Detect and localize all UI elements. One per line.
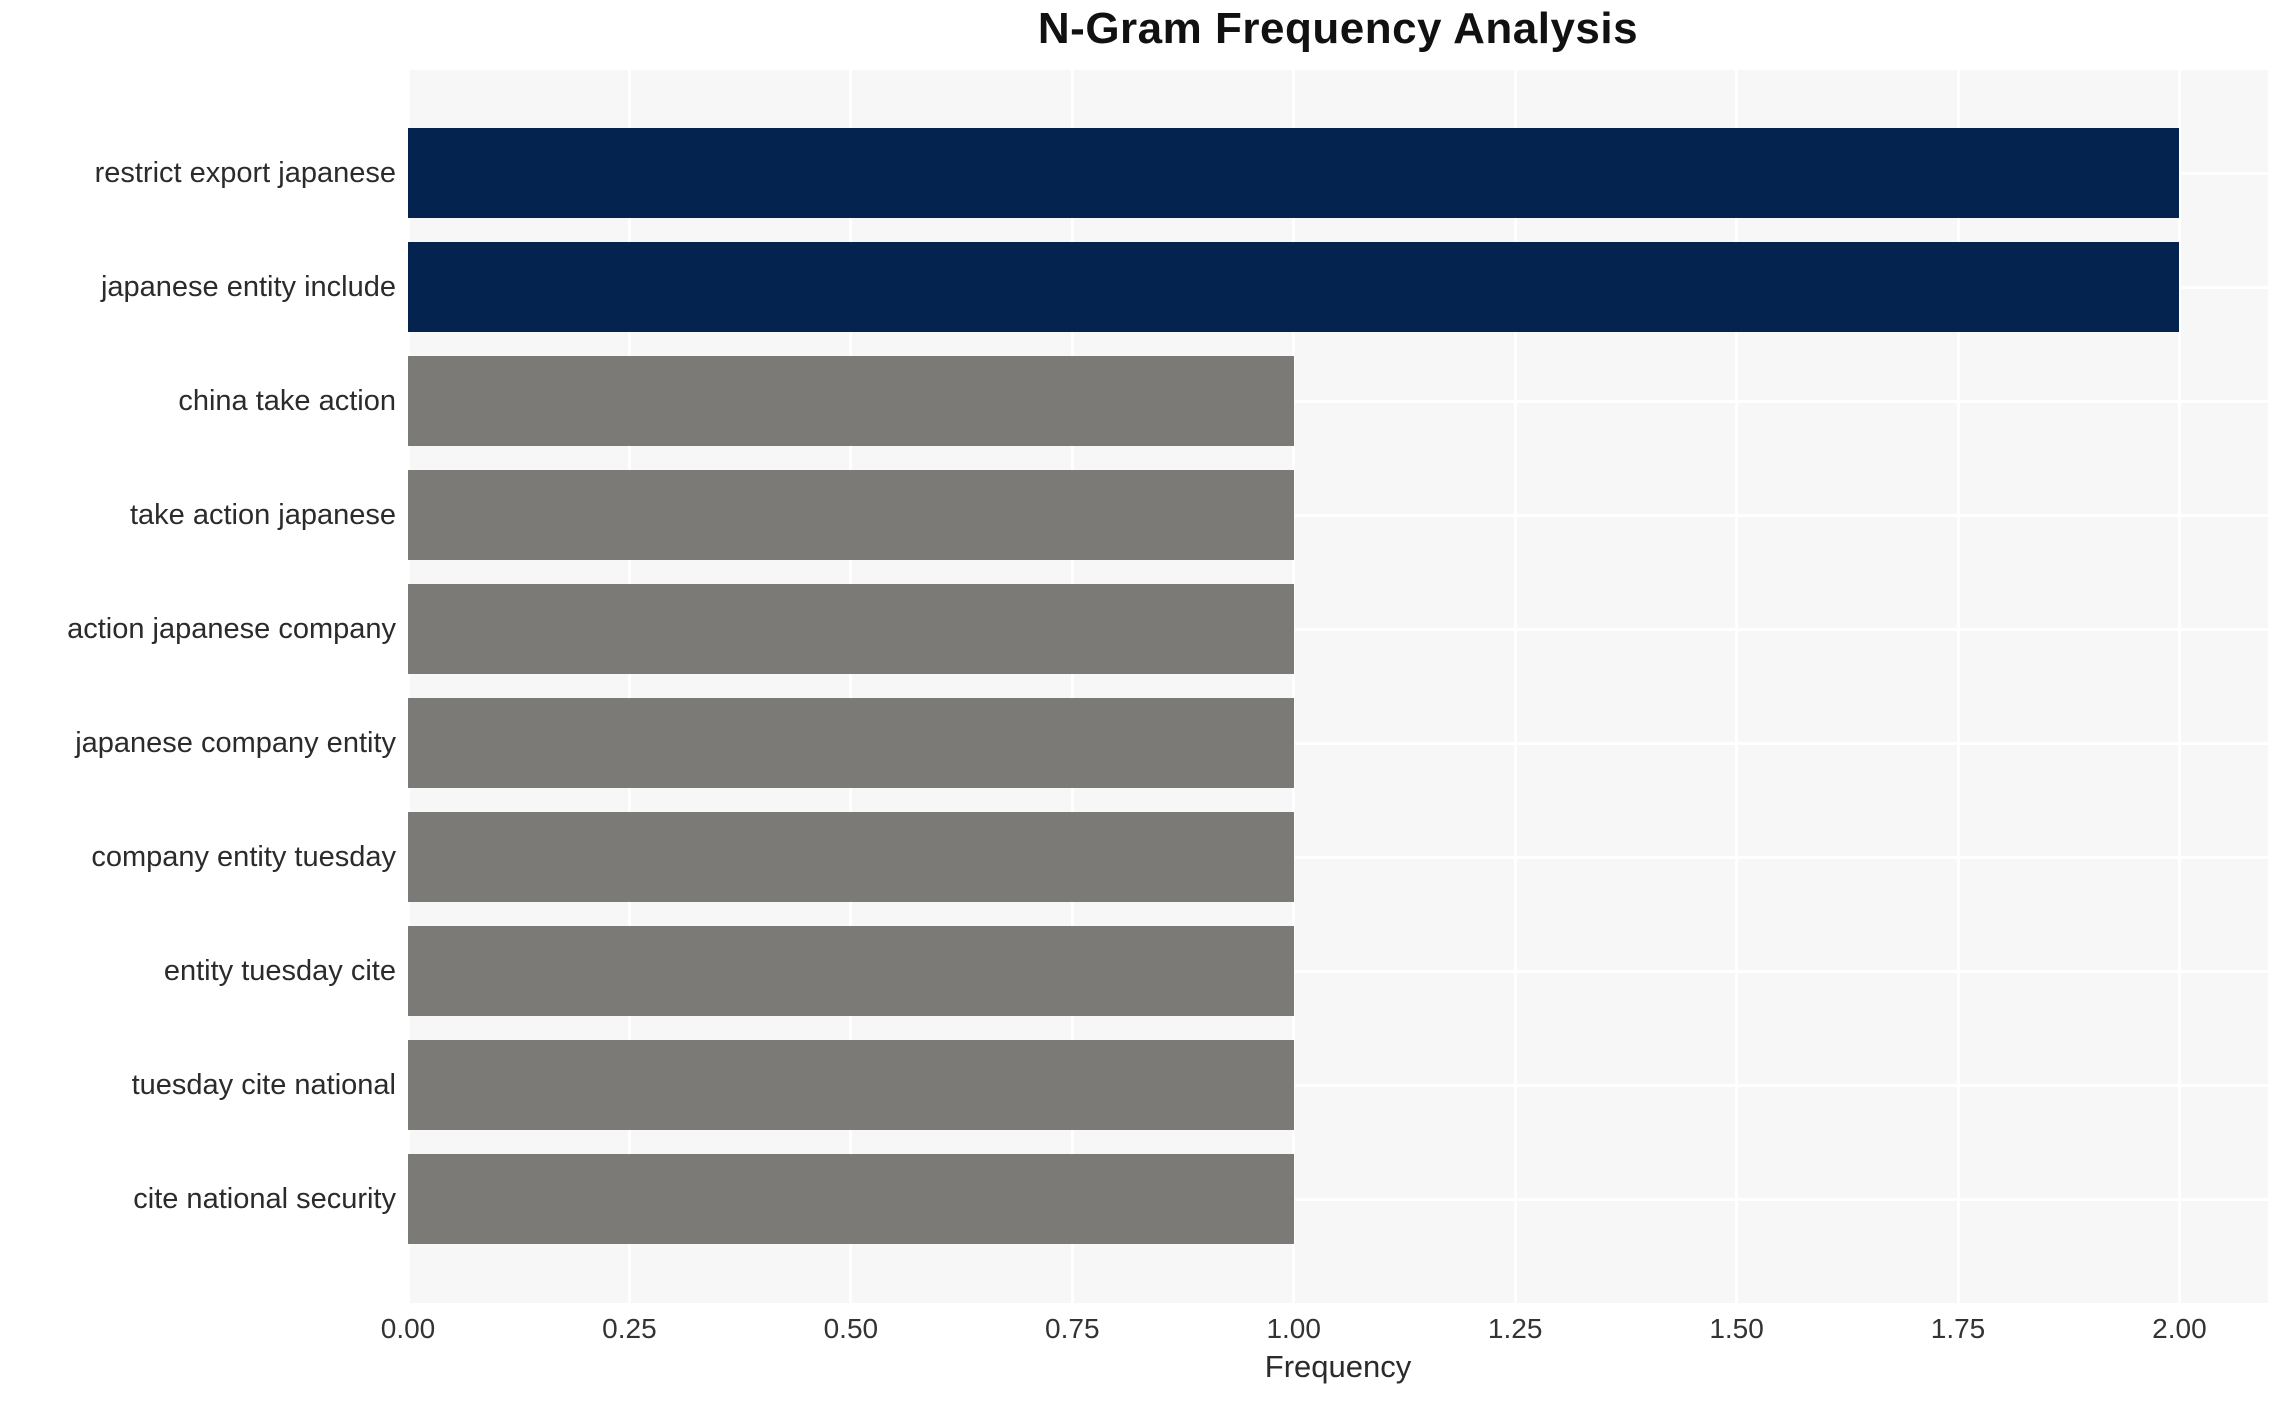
y-gridline <box>408 1083 2268 1087</box>
y-gridline <box>408 1197 2268 1201</box>
y-gridline <box>408 741 2268 745</box>
bar <box>408 584 1294 674</box>
y-axis-label: cite national security <box>133 1183 396 1215</box>
y-gridline <box>408 969 2268 973</box>
x-tick-label: 2.00 <box>2152 1313 2207 1344</box>
y-axis-label: action japanese company <box>67 613 396 645</box>
y-axis-label: japanese entity include <box>100 271 396 303</box>
y-gridline <box>408 855 2268 859</box>
bar <box>408 470 1294 560</box>
x-gridline <box>627 70 631 1303</box>
x-tick-label: 0.50 <box>823 1313 879 1344</box>
x-axis-title: Frequency <box>1264 1349 1412 1384</box>
bar <box>408 698 1294 788</box>
bar <box>408 128 2180 218</box>
y-gridline <box>408 627 2268 631</box>
x-tick-label: 1.00 <box>1266 1313 1321 1344</box>
x-tick-label: 1.25 <box>1487 1313 1543 1344</box>
x-gridline <box>406 70 410 1303</box>
y-axis-label: entity tuesday cite <box>163 955 396 987</box>
x-gridline <box>849 70 853 1303</box>
x-gridline <box>1070 70 1074 1303</box>
x-gridline <box>1292 70 1296 1303</box>
y-axis-label: restrict export japanese <box>94 157 396 189</box>
x-tick-label: 0.00 <box>380 1313 436 1344</box>
x-gridline <box>1513 70 1517 1303</box>
plot-area <box>406 70 2268 1303</box>
chart-title: N-Gram Frequency Analysis <box>1037 4 1639 53</box>
x-tick-label: 1.50 <box>1709 1313 1764 1344</box>
bar <box>408 812 1294 902</box>
bar <box>408 1154 1294 1244</box>
bar <box>408 242 2180 332</box>
bar <box>408 356 1294 446</box>
y-axis-label: company entity tuesday <box>91 841 396 873</box>
y-axis-label: japanese company entity <box>75 727 396 759</box>
x-tick-label: 0.25 <box>602 1313 657 1344</box>
y-axis-label: take action japanese <box>129 499 396 531</box>
y-axis-label: tuesday cite national <box>131 1069 396 1101</box>
x-tick-label: 1.75 <box>1930 1313 1986 1344</box>
x-tick-label: 0.75 <box>1045 1313 1100 1344</box>
x-gridline <box>1735 70 1739 1303</box>
x-gridline <box>2177 70 2181 1303</box>
x-gridline <box>1956 70 1960 1303</box>
bar <box>408 926 1294 1016</box>
y-axis-label: china take action <box>178 385 396 417</box>
y-gridline <box>408 399 2268 403</box>
y-gridline <box>408 513 2268 517</box>
bar <box>408 1040 1294 1130</box>
